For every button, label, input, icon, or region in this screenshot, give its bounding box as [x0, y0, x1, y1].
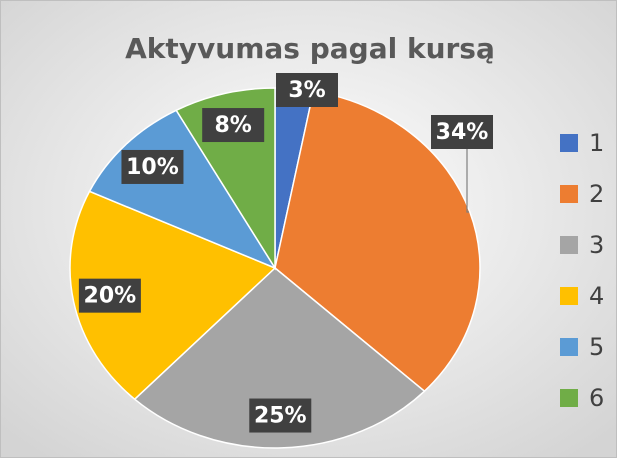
legend-label: 6: [589, 384, 604, 412]
data-label: 34%: [436, 120, 489, 145]
label-box: [78, 278, 141, 313]
data-label: 25%: [254, 404, 307, 429]
data-label: 20%: [84, 284, 137, 309]
label-box: [202, 108, 265, 143]
legend-swatch: [560, 389, 578, 407]
legend-label: 1: [589, 129, 604, 157]
legend-label: 2: [589, 180, 604, 208]
legend-label: 4: [589, 282, 604, 310]
legend-swatch: [560, 338, 578, 356]
data-label: 10%: [126, 155, 179, 180]
leader-line: [466, 149, 469, 213]
pie-slice: [88, 109, 277, 270]
pie-slice: [69, 190, 277, 401]
chart-title: Aktyvumas pagal kursą: [125, 32, 495, 65]
legend-swatch: [560, 185, 578, 203]
data-label: 8%: [215, 113, 252, 138]
label-box: [121, 149, 184, 184]
legend-swatch: [560, 287, 578, 305]
data-label: 3%: [288, 78, 325, 103]
label-box: [249, 398, 312, 433]
label-box: [276, 73, 338, 107]
legend-swatch: [560, 236, 578, 254]
legend-label: 3: [589, 231, 604, 259]
legend-label: 5: [589, 333, 604, 361]
label-box: [431, 115, 493, 149]
legend-swatch: [560, 134, 578, 152]
pie-slice: [274, 90, 481, 393]
pie-slice: [133, 267, 426, 449]
